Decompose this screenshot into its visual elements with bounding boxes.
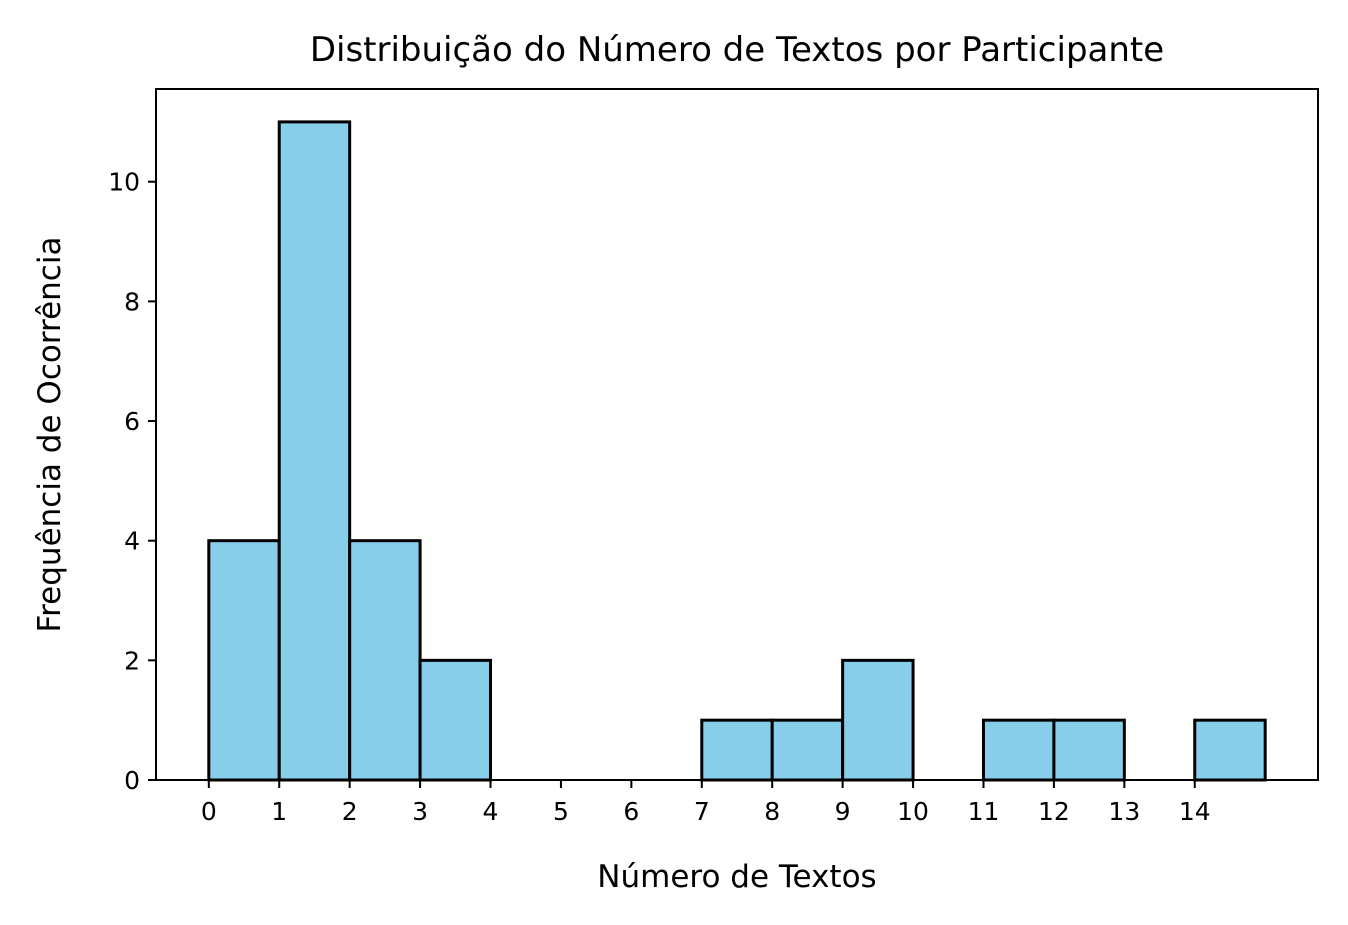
histogram-bar-8-9: [770, 718, 845, 782]
plot-frame: [155, 88, 1319, 781]
x-tick-label-9: 9: [835, 797, 851, 826]
x-tick-label-11: 11: [968, 797, 1000, 826]
x-tick-label-1: 1: [271, 797, 287, 826]
y-ticks-layer: 0 2 4 6 8 10: [108, 168, 156, 795]
x-tick-label-3: 3: [412, 797, 428, 826]
x-tick-label-0: 0: [201, 797, 217, 826]
y-tick-label-4: 4: [124, 527, 140, 556]
histogram-bar-0-1: [207, 539, 281, 782]
y-tick-label-8: 8: [124, 287, 140, 316]
x-tick-label-2: 2: [342, 797, 358, 826]
histogram-bar-2-3: [348, 539, 422, 782]
x-tick-label-10: 10: [897, 797, 929, 826]
histogram-bar-12-13: [1052, 718, 1126, 782]
histogram-bar-3-4: [418, 658, 493, 782]
x-tick-label-5: 5: [553, 797, 569, 826]
x-ticks-layer: 0 1 2 3 4 5 6 7 8 9 10 11 12 13 14: [201, 780, 1211, 826]
x-tick-label-13: 13: [1108, 797, 1140, 826]
histogram-bar-14-15: [1193, 718, 1267, 782]
histogram-bar-7-8: [700, 718, 774, 782]
bars-layer: [207, 120, 1267, 782]
x-tick-label-8: 8: [764, 797, 780, 826]
x-tick-label-4: 4: [483, 797, 499, 826]
histogram-bar-11-12: [981, 718, 1056, 782]
y-tick-label-2: 2: [124, 646, 140, 675]
histogram-bar-9-10: [841, 658, 915, 782]
chart-title: Distribuição do Número de Textos por Par…: [310, 30, 1164, 70]
x-tick-label-6: 6: [623, 797, 639, 826]
y-axis-label: Frequência de Ocorrência: [32, 237, 68, 633]
x-tick-label-7: 7: [694, 797, 710, 826]
x-axis-label: Número de Textos: [597, 859, 876, 895]
y-tick-label-10: 10: [108, 168, 140, 197]
y-tick-label-6: 6: [124, 407, 140, 436]
histogram-bar-1-2: [277, 120, 352, 782]
x-tick-label-12: 12: [1038, 797, 1070, 826]
y-tick-label-0: 0: [124, 766, 140, 795]
x-tick-label-14: 14: [1179, 797, 1211, 826]
